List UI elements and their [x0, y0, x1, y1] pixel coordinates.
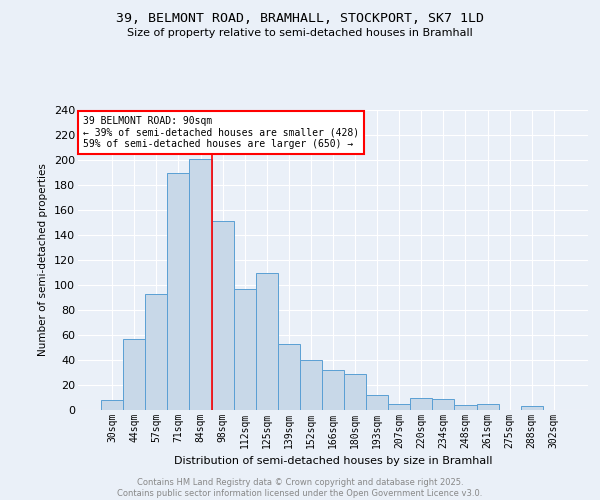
Y-axis label: Number of semi-detached properties: Number of semi-detached properties	[38, 164, 49, 356]
Text: 39, BELMONT ROAD, BRAMHALL, STOCKPORT, SK7 1LD: 39, BELMONT ROAD, BRAMHALL, STOCKPORT, S…	[116, 12, 484, 26]
Bar	[167, 172, 190, 410]
Bar	[366, 395, 388, 410]
Text: Contains HM Land Registry data © Crown copyright and database right 2025.
Contai: Contains HM Land Registry data © Crown c…	[118, 478, 482, 498]
Text: Size of property relative to semi-detached houses in Bramhall: Size of property relative to semi-detach…	[127, 28, 473, 38]
Bar	[344, 374, 366, 410]
Bar	[476, 404, 499, 410]
Bar	[322, 370, 344, 410]
Bar	[145, 294, 167, 410]
Bar	[454, 405, 476, 410]
Bar	[190, 159, 212, 410]
Bar	[300, 360, 322, 410]
Bar	[233, 289, 256, 410]
X-axis label: Distribution of semi-detached houses by size in Bramhall: Distribution of semi-detached houses by …	[174, 456, 492, 466]
Bar	[212, 221, 233, 410]
Bar	[278, 344, 300, 410]
Text: 39 BELMONT ROAD: 90sqm
← 39% of semi-detached houses are smaller (428)
59% of se: 39 BELMONT ROAD: 90sqm ← 39% of semi-det…	[83, 116, 359, 149]
Bar	[123, 339, 145, 410]
Bar	[410, 398, 433, 410]
Bar	[101, 400, 123, 410]
Bar	[521, 406, 543, 410]
Bar	[433, 399, 454, 410]
Bar	[388, 404, 410, 410]
Bar	[256, 272, 278, 410]
